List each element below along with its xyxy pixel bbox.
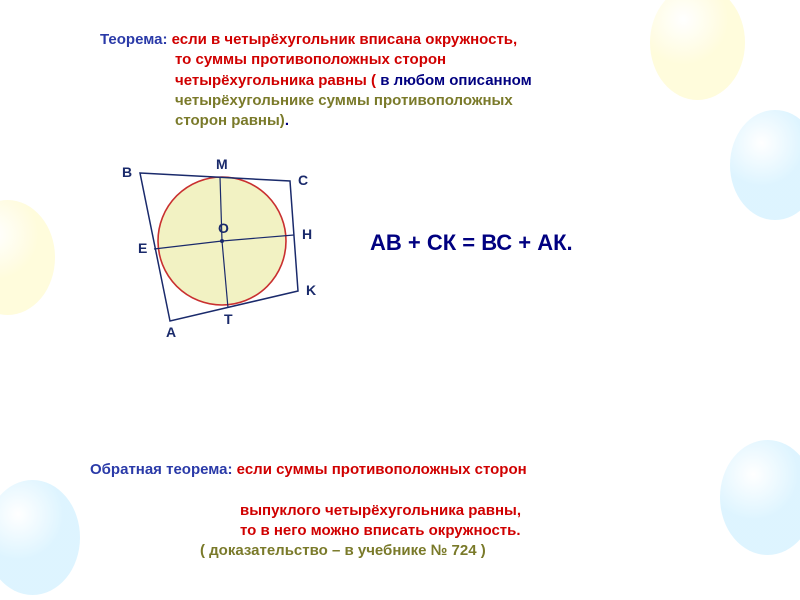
reverse-line3: то в него можно вписать окружность. — [90, 521, 527, 541]
theorem-line3b: в любом описанном — [380, 72, 532, 89]
theorem-dot: . — [285, 112, 289, 129]
svg-text:С: С — [298, 172, 308, 188]
reverse-line2: выпуклого четырёхугольника равны, — [90, 501, 527, 521]
svg-text:Н: Н — [302, 226, 312, 242]
reverse-label: Обратная теорема: — [90, 461, 233, 478]
theorem-line5: сторон равны) — [175, 112, 285, 129]
theorem-line3a: четырёхугольника равны — [175, 72, 371, 89]
slide-content: Теорема: если в четырёхугольник вписана … — [0, 0, 800, 363]
svg-text:В: В — [122, 164, 132, 180]
theorem-line1: если в четырёхугольник вписана окружност… — [172, 31, 518, 48]
svg-text:М: М — [216, 156, 228, 172]
svg-text:О: О — [218, 220, 229, 236]
svg-text:K: K — [306, 282, 316, 298]
inscribed-circle-diagram: В С K А М Н Т Е О — [100, 143, 340, 343]
theorem-line2: то суммы противоположных сторон — [175, 51, 446, 68]
reverse-line1: если суммы противоположных сторон — [237, 461, 527, 478]
theorem-line4: четырёхугольнике суммы противоположных — [175, 92, 513, 109]
reverse-proof-ref: ( доказательство – в учебнике № 724 ) — [90, 541, 527, 561]
diagram-and-equation: В С K А М Н Т Е О АВ + СК = ВС + АК. — [100, 143, 760, 343]
paren-open: ( — [371, 72, 376, 89]
reverse-theorem: Обратная теорема: если суммы противополо… — [90, 460, 527, 561]
theorem-equation: АВ + СК = ВС + АК. — [370, 230, 573, 256]
svg-text:Т: Т — [224, 311, 233, 327]
theorem-label: Теорема: — [100, 31, 167, 48]
theorem-statement: Теорема: если в четырёхугольник вписана … — [100, 30, 760, 131]
svg-text:Е: Е — [138, 240, 147, 256]
svg-text:А: А — [166, 324, 176, 340]
